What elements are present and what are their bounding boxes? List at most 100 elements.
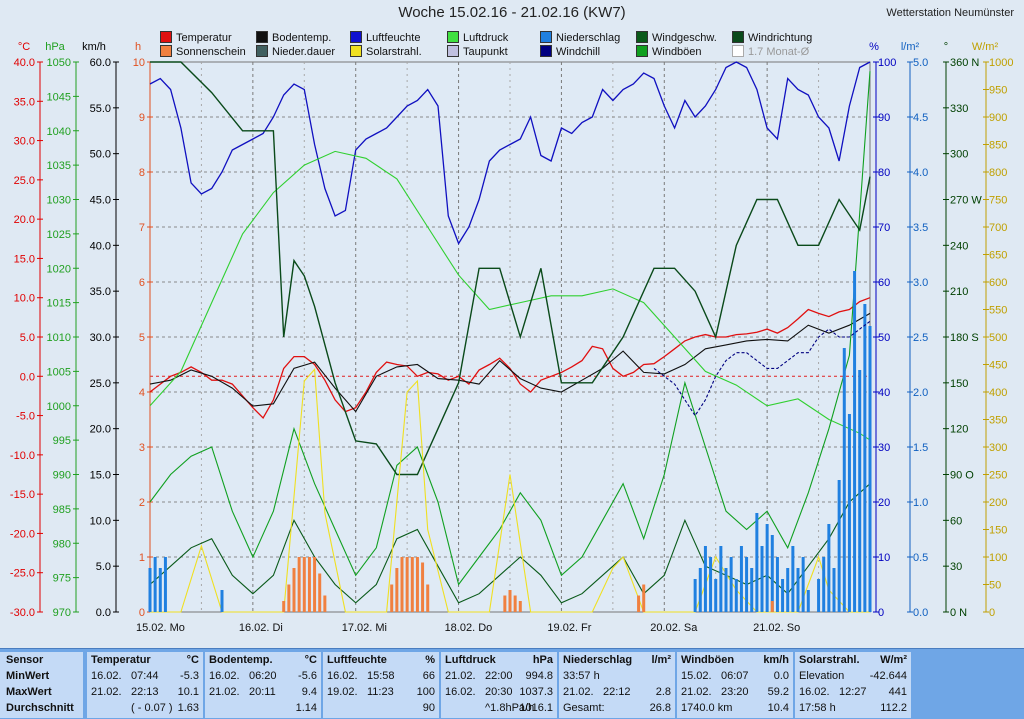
axis-unit-label: % — [869, 41, 879, 53]
series-line-windchill — [653, 320, 871, 417]
legend-swatch — [636, 31, 648, 43]
bar-sonnenschein — [282, 601, 286, 612]
legend-swatch — [636, 45, 648, 57]
y-tick-label: 50 — [878, 332, 890, 344]
bar-niederschlag — [158, 568, 162, 612]
series-line-windrichtung — [150, 61, 871, 476]
stats-time: 22:13 — [131, 686, 159, 698]
stats-value: 0.0 — [773, 670, 789, 682]
stats-sensor-name: Luftfeuchte — [327, 654, 387, 666]
y-tick-label: 985 — [53, 504, 71, 516]
y-tick-label: 1050 — [47, 57, 71, 69]
stats-label-avg: Durchschnitt — [6, 702, 74, 714]
stats-unit: % — [425, 654, 435, 666]
stats-label-min: MinWert — [6, 670, 50, 682]
axis-unit-label: h — [135, 41, 141, 53]
stats-date: 21.02. — [209, 686, 240, 698]
legend-label: Windrichtung — [748, 32, 813, 44]
y-tick-label: 50 — [989, 580, 1001, 592]
bar-niederschlag — [698, 568, 702, 612]
bar-niederschlag — [750, 568, 754, 612]
y-tick-label: -30.0 — [10, 607, 35, 619]
stats-label-max: MaxWert — [6, 686, 52, 698]
bar-sonnenschein — [426, 584, 430, 612]
y-tick-label: 360 N — [950, 57, 979, 69]
bar-niederschlag — [796, 568, 800, 612]
y-tick-label: 1 — [139, 552, 145, 564]
stats-unit: W/m² — [880, 654, 907, 666]
y-tick-label: 0.0 — [20, 371, 35, 383]
bar-sonnenschein — [513, 595, 517, 612]
stats-date: 21.02. — [91, 686, 122, 698]
y-tick-label: 300 — [950, 149, 968, 161]
y-tick-label: 1020 — [47, 263, 71, 275]
bar-sonnenschein — [410, 557, 414, 612]
y-tick-label: -10.0 — [10, 450, 35, 462]
stats-unit: °C — [304, 654, 317, 666]
series-line-temperatur — [149, 297, 871, 419]
legend-label: Windchill — [556, 46, 601, 58]
stats-unit: l/m² — [651, 654, 671, 666]
y-tick-label: 20.0 — [90, 424, 111, 436]
stats-date: 21.02. — [681, 686, 712, 698]
y-tick-label: 30.0 — [14, 136, 35, 148]
bar-niederschlag — [806, 590, 810, 612]
legend-item: Luftfeuchte — [350, 31, 420, 44]
bar-sonnenschein — [421, 562, 425, 612]
stats-value: 26.8 — [649, 702, 671, 714]
legend-item: Taupunkt — [447, 45, 508, 58]
y-tick-label: 15.0 — [90, 470, 111, 482]
y-tick-label: 180 S — [950, 332, 979, 344]
bar-niederschlag — [847, 414, 851, 612]
y-tick-label: 950 — [989, 85, 1007, 97]
y-tick-label: 650 — [989, 250, 1007, 262]
y-tick-label: 250 — [989, 470, 1007, 482]
y-tick-label: 550 — [989, 305, 1007, 317]
stats-value: 1037.3 — [519, 686, 553, 698]
stats-time: 15:58 — [367, 670, 395, 682]
y-tick-label: 700 — [989, 222, 1007, 234]
y-tick-label: 5.0 — [96, 561, 111, 573]
stats-value: 2.8 — [655, 686, 671, 698]
stats-date: 21.02. — [445, 670, 476, 682]
stats-value: 90 — [422, 702, 435, 714]
y-tick-label: 750 — [989, 195, 1007, 207]
stats-time: 07:44 — [131, 670, 159, 682]
y-tick-label: 980 — [53, 538, 71, 550]
bar-niederschlag — [724, 568, 728, 612]
y-tick-label: 4.0 — [913, 167, 928, 179]
y-tick-label: 60 — [950, 515, 962, 527]
y-tick-label: 50.0 — [90, 149, 111, 161]
stats-date: 16.02. — [209, 670, 240, 682]
stats-value: 59.2 — [767, 686, 789, 698]
legend-label: Niederschlag — [556, 32, 621, 44]
y-tick-label: 0.0 — [913, 607, 928, 619]
y-tick-label: 1045 — [47, 91, 71, 103]
stats-unit: km/h — [763, 654, 789, 666]
series-line-windgeschw — [149, 483, 871, 604]
stats-date: 16.02. — [445, 686, 476, 698]
legend-swatch — [160, 31, 172, 43]
y-tick-label: 1005 — [47, 366, 71, 378]
stats-time: 11:23 — [367, 686, 394, 698]
bar-niederschlag — [858, 370, 862, 612]
stats-time: 22:12 — [603, 686, 631, 698]
bar-sonnenschein — [642, 584, 646, 612]
stats-block: Windböen km/h 15.02. 06:07 0.0 21.02. 23:20 59.… — [677, 652, 793, 718]
legend-label: Taupunkt — [463, 46, 508, 58]
bar-niederschlag — [817, 579, 821, 612]
bar-niederschlag — [842, 348, 846, 612]
y-tick-label: 1010 — [47, 332, 71, 344]
bar-sonnenschein — [318, 573, 322, 612]
x-tick-label: 16.02. Di — [239, 622, 283, 634]
stats-date: 1740.0 km — [681, 702, 733, 714]
stats-value: 1.14 — [295, 702, 317, 714]
y-tick-label: 10.0 — [90, 515, 111, 527]
bar-sonnenschein — [518, 601, 522, 612]
y-tick-label: -15.0 — [10, 489, 35, 501]
stats-time: 12:27 — [839, 686, 867, 698]
stats-block: Bodentemp. °C 16.02. 06:20 -5.6 21.02. 20:11 9.… — [205, 652, 321, 718]
stats-block: Luftfeuchte% 16.02. 15:58 66 19.02. 11:23 100 9… — [323, 652, 439, 718]
y-tick-label: 350 — [989, 415, 1007, 427]
stats-date: 17:58 h — [799, 702, 836, 714]
